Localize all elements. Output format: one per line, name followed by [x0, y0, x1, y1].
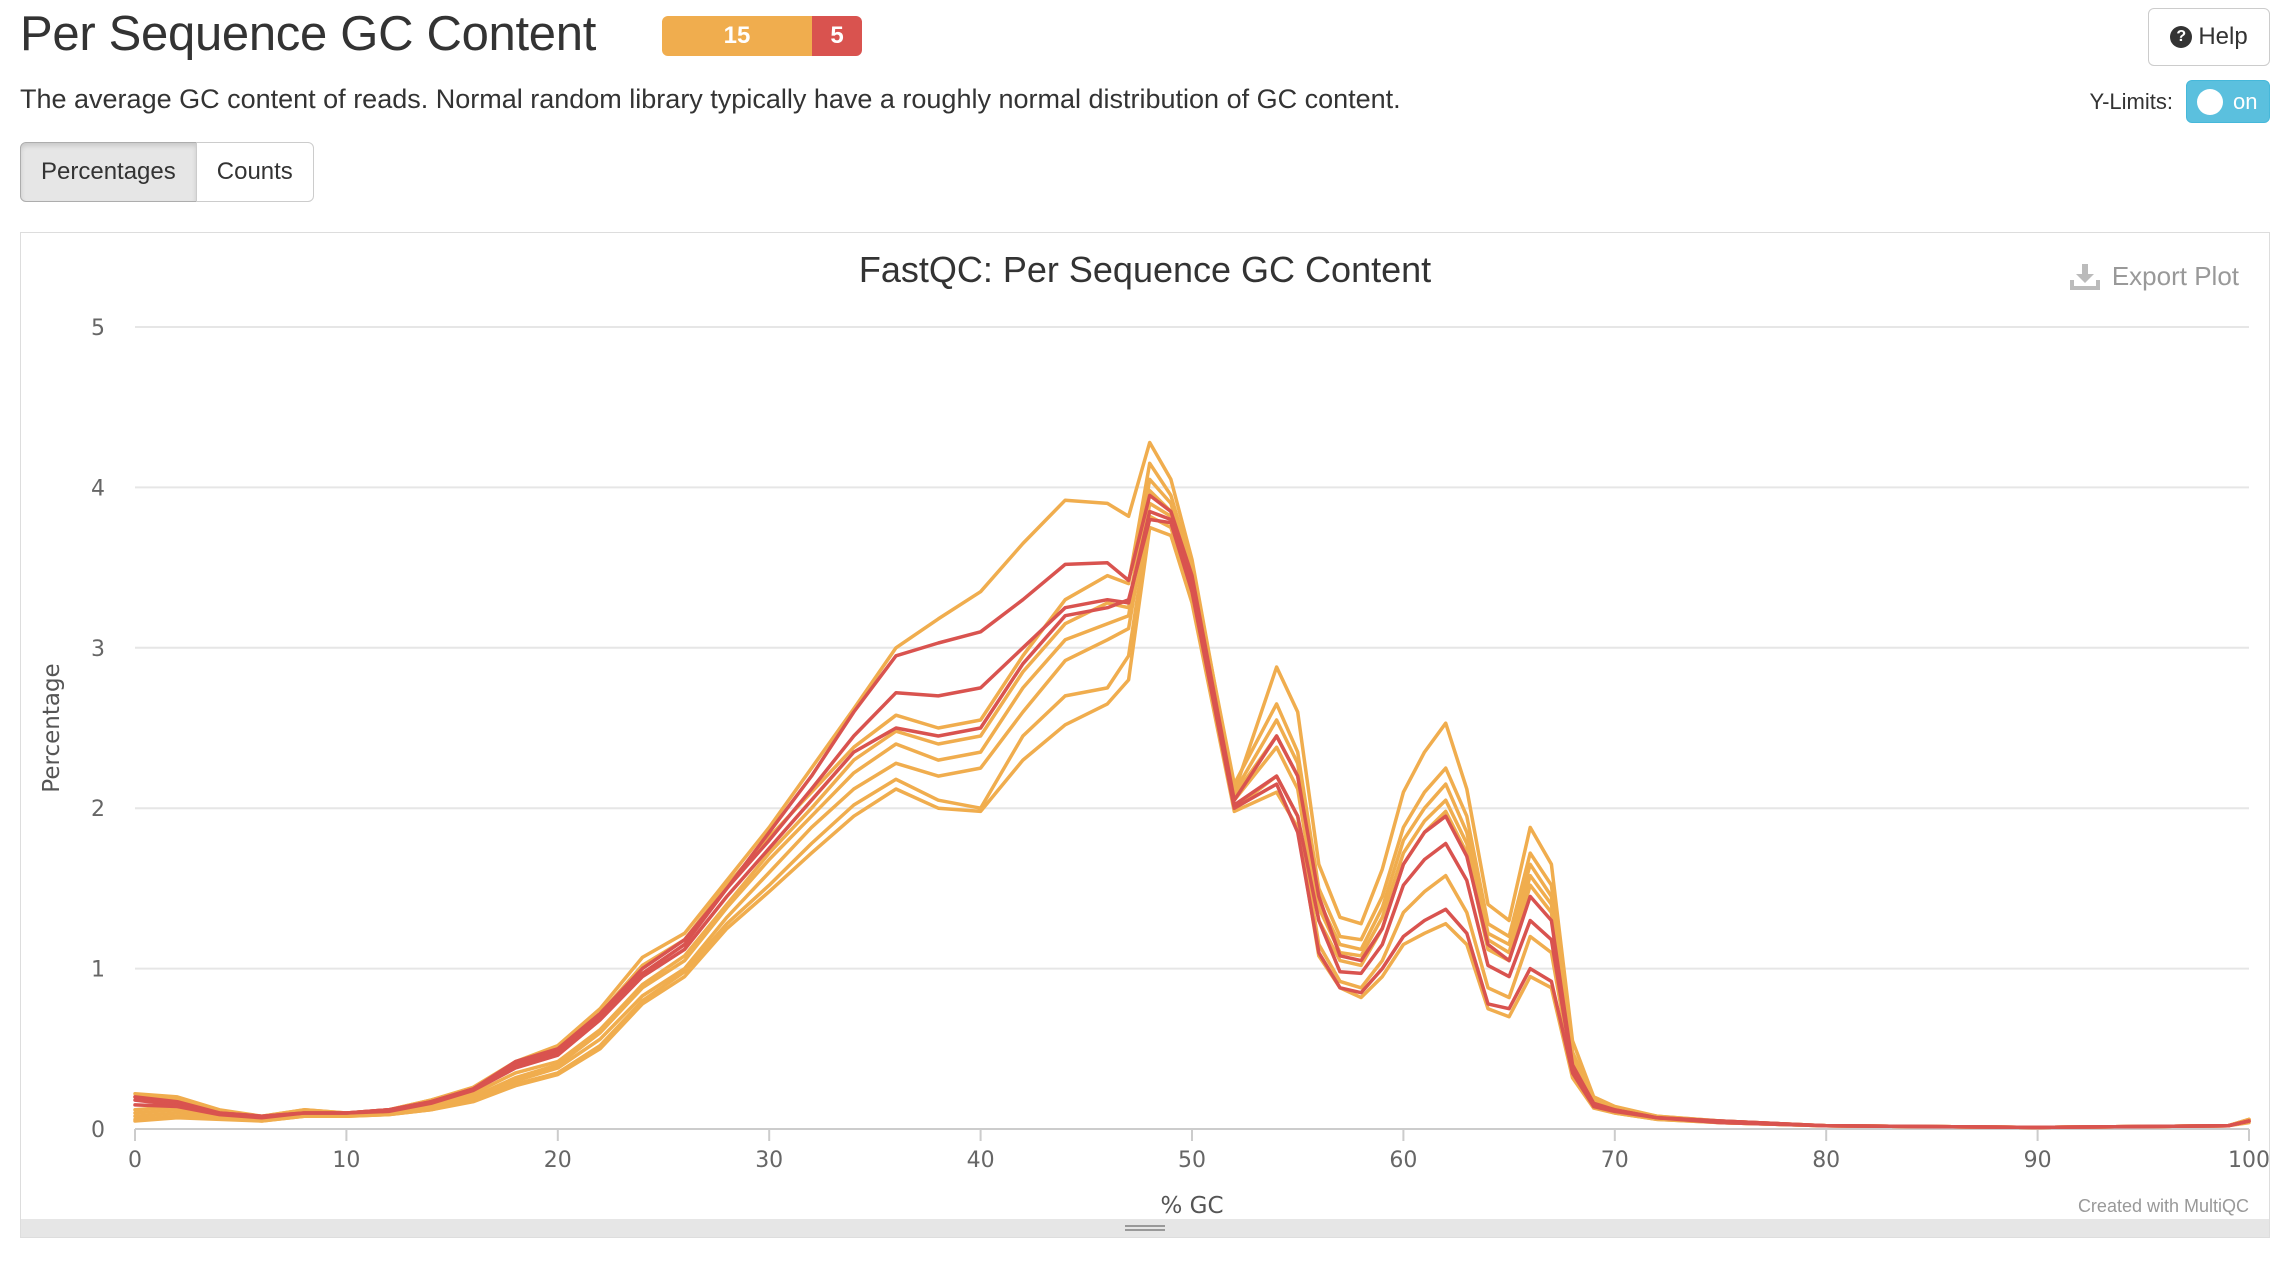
- plot-view-tabs: Percentages Counts: [20, 142, 314, 202]
- ylimits-label: Y-Limits:: [2089, 89, 2173, 114]
- x-tick-label: 10: [332, 1148, 360, 1173]
- x-tick-label: 20: [544, 1148, 572, 1173]
- help-label: Help: [2198, 23, 2248, 50]
- tab-percentages[interactable]: Percentages: [20, 142, 197, 202]
- resize-grip-icon: [1125, 1225, 1165, 1231]
- plot-resize-handle[interactable]: [21, 1219, 2269, 1237]
- question-circle-icon: ?: [2170, 26, 2193, 48]
- plot-container: 0 1 2 3 4 5 0 10 20 30 40 50 60 70 80 90 100% GC Percenta…: [20, 232, 2270, 1238]
- export-plot-label: Export Plot: [2111, 261, 2239, 291]
- series-line-fail: [133, 509, 2251, 1130]
- series-line-fail: [133, 517, 2251, 1130]
- section-description: The average GC content of reads. Normal …: [20, 84, 1401, 114]
- y-tick-label: 0: [91, 1118, 105, 1143]
- y-axis-title: Percentage: [39, 663, 65, 792]
- y-tick-label: 4: [91, 476, 105, 501]
- x-tick-label: 60: [1389, 1148, 1417, 1173]
- help-button[interactable]: ? Help: [2148, 8, 2270, 66]
- y-tick-label: 1: [91, 958, 105, 983]
- y-tick-label: 5: [91, 316, 105, 341]
- status-warn-count[interactable]: 15: [662, 16, 812, 56]
- multiqc-credit: Created with MultiQC: [2077, 1196, 2249, 1216]
- x-tick-label: 40: [967, 1148, 995, 1173]
- page-title: Per Sequence GC Content: [20, 7, 597, 61]
- x-tick-label: 30: [755, 1148, 783, 1173]
- x-axis-title: % GC: [1160, 1193, 1223, 1219]
- series-line-warn: [133, 440, 2251, 1130]
- series-line-warn: [133, 525, 2251, 1130]
- x-tick-label: 80: [1812, 1148, 1840, 1173]
- tab-counts[interactable]: Counts: [195, 142, 314, 202]
- download-icon: [2069, 263, 2100, 290]
- toggle-knob: [2197, 88, 2223, 115]
- status-fail-count[interactable]: 5: [812, 16, 862, 56]
- series-line-warn: [133, 461, 2251, 1130]
- x-tick-label: 50: [1178, 1148, 1206, 1173]
- chart-title: FastQC: Per Sequence GC Content: [858, 249, 1432, 290]
- x-tick-label: 70: [1601, 1148, 1629, 1173]
- x-tick-label: 100: [2228, 1148, 2269, 1173]
- status-bar[interactable]: 15 5: [662, 16, 862, 56]
- toggle-state-label: on: [2233, 88, 2258, 114]
- x-tick-label: 90: [2024, 1148, 2052, 1173]
- y-tick-label: 3: [91, 637, 105, 662]
- ylimits-toggle[interactable]: on: [2186, 80, 2270, 123]
- export-plot-button[interactable]: Export Plot: [2068, 261, 2239, 292]
- x-tick-label: 0: [128, 1148, 142, 1173]
- y-tick-label: 2: [91, 797, 105, 822]
